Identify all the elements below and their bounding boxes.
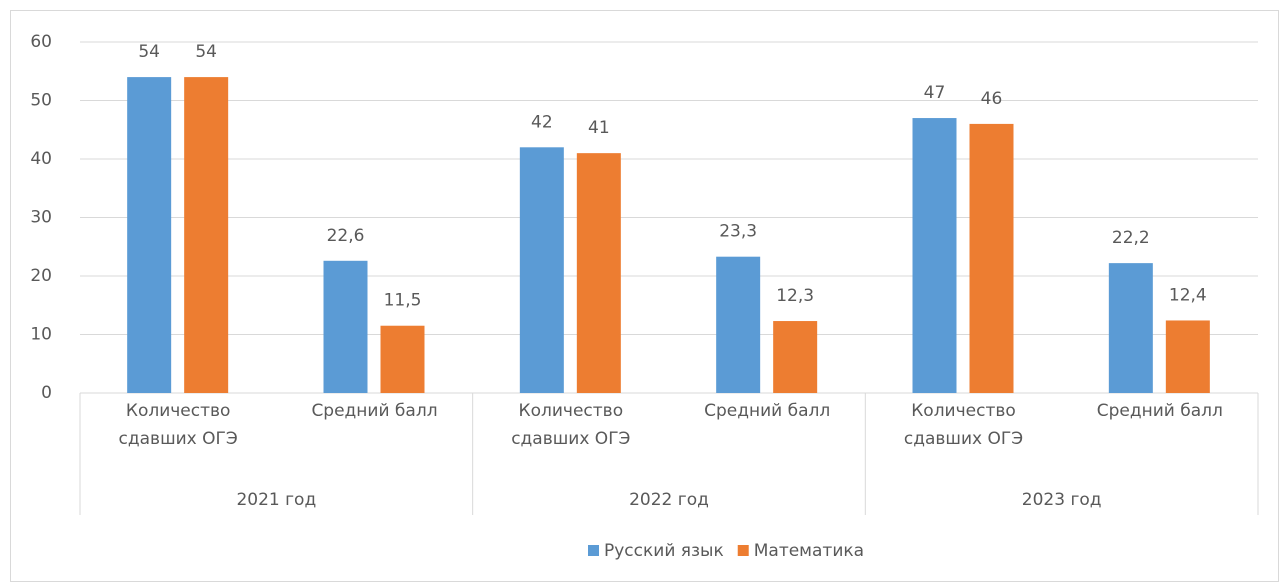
group-label: 2023 год	[1022, 490, 1102, 510]
bar	[773, 321, 818, 393]
data-label: 46	[981, 89, 1003, 109]
bar	[519, 147, 564, 393]
data-label: 22,6	[327, 226, 365, 246]
data-label: 12,3	[776, 286, 814, 306]
legend-swatch	[588, 545, 599, 556]
x-tick-label: Количество сдавших ОГЭ	[118, 401, 238, 449]
data-label: 54	[138, 42, 160, 62]
legend-swatch	[737, 545, 749, 556]
bar	[380, 325, 425, 393]
data-label: 11,5	[384, 291, 422, 311]
data-label: 42	[531, 112, 553, 132]
x-tick-label: Количество сдавших ОГЭ	[511, 401, 631, 449]
legend-label: Русский язык	[604, 541, 724, 561]
y-tick-label: 40	[30, 149, 52, 169]
x-tick-label: Количество сдавших ОГЭ	[903, 401, 1024, 449]
y-tick-label: 10	[30, 325, 52, 345]
bar	[184, 77, 229, 393]
data-label: 41	[588, 118, 610, 138]
bar	[912, 118, 957, 394]
x-tick-label: Средний балл	[311, 401, 438, 421]
bar	[127, 77, 172, 393]
bar	[576, 153, 621, 393]
bar	[323, 260, 368, 393]
bar	[716, 256, 761, 393]
bar	[1165, 320, 1210, 393]
bar	[969, 123, 1014, 394]
group-label: 2022 год	[629, 490, 709, 510]
data-label: 22,2	[1112, 228, 1150, 248]
bar	[1108, 263, 1153, 393]
data-label: 12,4	[1169, 285, 1207, 305]
y-tick-label: 20	[30, 266, 52, 286]
legend-label: Математика	[754, 541, 864, 561]
x-tick-label: Средний балл	[1096, 401, 1223, 421]
y-tick-label: 50	[30, 91, 52, 111]
x-tick-label: Средний балл	[704, 401, 831, 421]
data-label: 47	[924, 83, 946, 103]
y-tick-label: 0	[41, 383, 52, 403]
y-tick-label: 30	[30, 208, 52, 228]
data-label: 23,3	[719, 222, 757, 242]
group-label: 2021 год	[236, 490, 316, 510]
data-label: 54	[195, 42, 217, 62]
y-tick-label: 60	[30, 32, 52, 52]
chart-border	[10, 10, 1279, 582]
